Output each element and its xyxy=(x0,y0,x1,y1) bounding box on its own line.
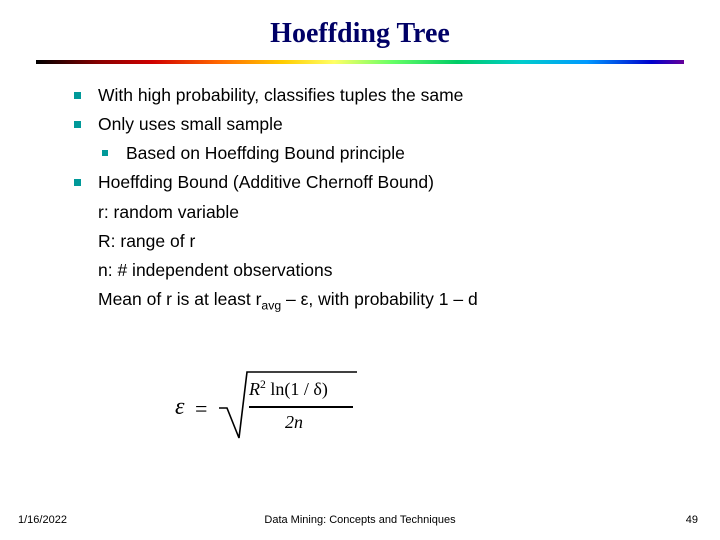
square-bullet-icon xyxy=(74,92,81,99)
epsilon-symbol: ε xyxy=(175,394,184,421)
square-bullet-icon xyxy=(74,121,81,128)
slide-title: Hoeffding Tree xyxy=(0,0,720,60)
bullet-subline: R: range of r xyxy=(72,228,660,255)
bullet-subline: Mean of r is at least ravg – ε, with pro… xyxy=(72,286,660,315)
bullet-text: Hoeffding Bound (Additive Chernoff Bound… xyxy=(98,172,434,192)
formula-denominator: 2n xyxy=(285,412,303,433)
bullet-text: With high probability, classifies tuples… xyxy=(98,85,463,105)
sub-bullet-item: Based on Hoeffding Bound principle xyxy=(72,140,660,167)
bullet-item: Hoeffding Bound (Additive Chernoff Bound… xyxy=(72,169,660,196)
bullet-text: Only uses small sample xyxy=(98,114,283,134)
footer-page-number: 49 xyxy=(686,514,698,526)
bullet-text-part: – ε, with probability 1 – d xyxy=(281,289,478,309)
bullet-text: n: # independent observations xyxy=(98,260,332,280)
bullet-text: r: random variable xyxy=(98,202,239,222)
square-bullet-icon xyxy=(102,150,108,156)
bullet-text: R: range of r xyxy=(98,231,195,251)
bullet-subline: n: # independent observations xyxy=(72,257,660,284)
equals-symbol: = xyxy=(195,396,207,422)
fraction-bar xyxy=(249,406,353,408)
bullet-item: Only uses small sample xyxy=(72,111,660,138)
footer-caption: Data Mining: Concepts and Techniques xyxy=(0,514,720,526)
bullet-subline: r: random variable xyxy=(72,199,660,226)
formula-numerator: R2 ln(1 / δ) xyxy=(249,378,328,400)
num-R: R xyxy=(249,379,260,399)
spectrum-divider xyxy=(36,60,684,64)
num-rest: ln(1 / δ) xyxy=(266,379,328,399)
subscript: avg xyxy=(261,298,281,312)
bullet-text: Based on Hoeffding Bound principle xyxy=(126,143,405,163)
square-bullet-icon xyxy=(74,179,81,186)
bullet-item: With high probability, classifies tuples… xyxy=(72,82,660,109)
slide-content: With high probability, classifies tuples… xyxy=(0,82,720,315)
bullet-text-part: Mean of r is at least r xyxy=(98,289,261,309)
